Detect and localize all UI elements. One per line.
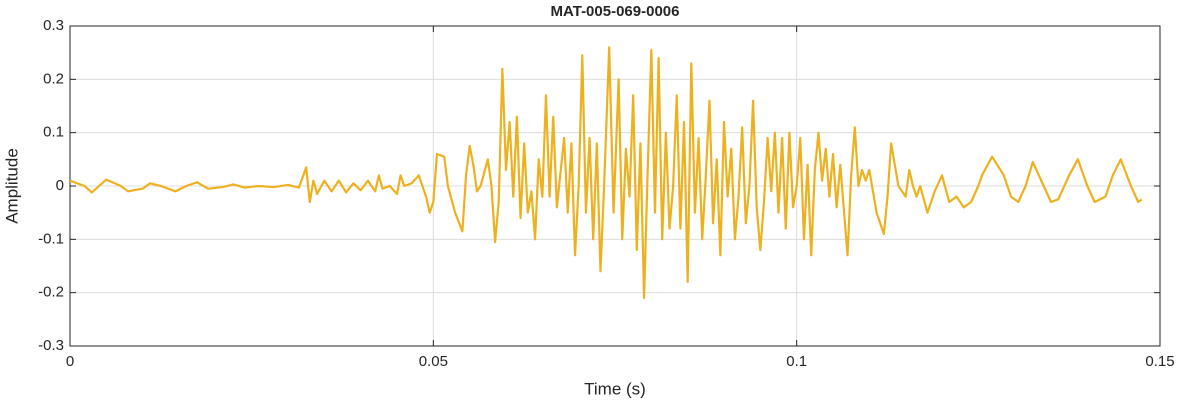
y-tick-label: 0.2 bbox=[43, 70, 64, 87]
x-tick-label: 0 bbox=[66, 353, 74, 370]
x-tick-label: 0.1 bbox=[786, 353, 807, 370]
y-axis-label: Amplitude bbox=[2, 148, 21, 224]
y-tick-label: -0.1 bbox=[38, 230, 64, 247]
x-tick-label: 0.15 bbox=[1145, 353, 1174, 370]
y-tick-label: -0.2 bbox=[38, 284, 64, 301]
y-tick-label: 0 bbox=[56, 177, 64, 194]
x-tick-label: 0.05 bbox=[419, 353, 448, 370]
y-tick-label: 0.3 bbox=[43, 17, 64, 34]
plot-frame bbox=[69, 25, 1161, 347]
waveform-line bbox=[69, 46, 1143, 300]
x-axis-label: Time (s) bbox=[584, 379, 646, 398]
chart-title: MAT-005-069-0006 bbox=[551, 3, 680, 20]
y-tick-label: 0.1 bbox=[43, 124, 64, 141]
y-tick-label: -0.3 bbox=[38, 337, 64, 354]
